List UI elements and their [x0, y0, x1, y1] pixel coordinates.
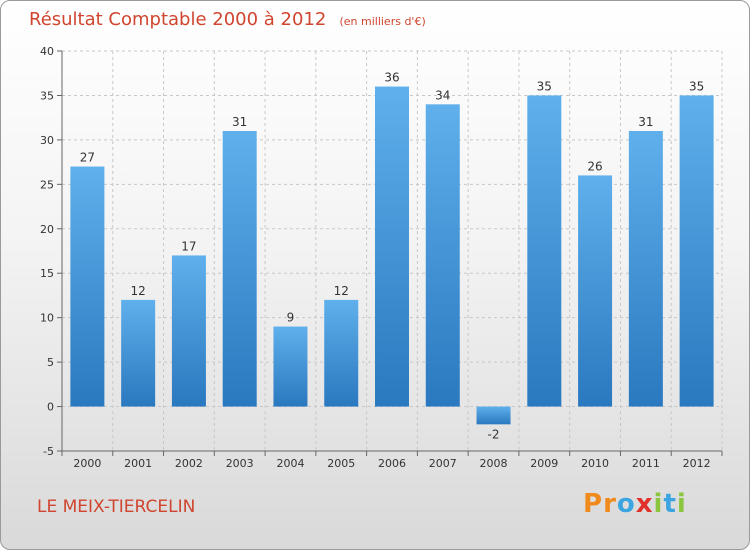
- data-label-2007: 34: [435, 88, 450, 102]
- y-tick-label: 10: [40, 312, 54, 325]
- y-tick-label: 5: [47, 356, 54, 369]
- data-label-2011: 31: [638, 115, 653, 129]
- bar-2009: [527, 95, 562, 407]
- logo-letter: o: [616, 489, 636, 519]
- x-tick-label-2006: 2006: [378, 457, 406, 470]
- bar-2001: [121, 299, 156, 407]
- bar-2007: [425, 104, 460, 407]
- x-tick-label-2011: 2011: [632, 457, 660, 470]
- logo-letter: i: [676, 489, 687, 519]
- y-tick-label: 35: [40, 89, 54, 102]
- data-label-2010: 26: [587, 159, 602, 173]
- x-tick-label-2008: 2008: [480, 457, 508, 470]
- chart-unit-label: (en milliers d'€): [339, 15, 426, 28]
- data-label-2000: 27: [80, 151, 95, 165]
- bar-2002: [171, 255, 206, 407]
- y-tick-label: 30: [40, 134, 54, 147]
- bar-2006: [375, 86, 409, 407]
- y-tick-label: 0: [47, 401, 54, 414]
- logo-letter: r: [603, 489, 617, 519]
- x-tick-label-2010: 2010: [581, 457, 609, 470]
- data-label-2012: 35: [689, 79, 704, 93]
- x-tick-label-2004: 2004: [276, 457, 304, 470]
- data-label-2005: 12: [334, 284, 349, 298]
- bar-2008: [476, 406, 511, 425]
- logo-letter: t: [663, 489, 677, 519]
- bar-2003: [222, 131, 257, 407]
- data-label-2003: 31: [232, 115, 247, 129]
- logo-letter: P: [583, 489, 604, 519]
- data-label-2008: -2: [488, 427, 500, 441]
- bar-2005: [324, 299, 359, 407]
- y-tick-label: 15: [40, 267, 54, 280]
- bar-2010: [578, 175, 613, 407]
- bar-2000: [70, 166, 105, 407]
- bar-2012: [679, 95, 714, 407]
- data-label-2009: 35: [537, 79, 552, 93]
- data-label-2002: 17: [181, 239, 196, 253]
- chart-title: Résultat Comptable 2000 à 2012: [29, 9, 327, 30]
- x-tick-label-2012: 2012: [683, 457, 711, 470]
- x-tick-label-2005: 2005: [327, 457, 355, 470]
- title-line: Résultat Comptable 2000 à 2012 (en milli…: [29, 9, 426, 30]
- logo-letter: x: [635, 489, 654, 519]
- x-tick-label-2000: 2000: [73, 457, 101, 470]
- y-tick-label: 25: [40, 178, 54, 191]
- x-tick-label-2003: 2003: [226, 457, 254, 470]
- data-label-2001: 12: [131, 284, 146, 298]
- x-tick-label-2009: 2009: [530, 457, 558, 470]
- label-layer: 27 12 17 31 9 12 36 34 -2 35 26 31 35: [80, 71, 705, 442]
- bar-2011: [628, 131, 663, 407]
- bar-layer: [70, 86, 714, 425]
- x-tick-label-2002: 2002: [175, 457, 203, 470]
- data-label-2006: 36: [384, 71, 399, 85]
- logo-letter: i: [653, 489, 664, 519]
- x-tick-label-2001: 2001: [124, 457, 152, 470]
- commune-name: LE MEIX-TIERCELIN: [37, 497, 196, 517]
- x-tick-label-2007: 2007: [429, 457, 457, 470]
- proxiti-logo: Proxiti: [583, 489, 687, 519]
- y-tick-label: 20: [40, 223, 54, 236]
- data-label-2004: 9: [287, 311, 295, 325]
- bar-2004: [273, 326, 308, 407]
- y-tick-label: -5: [43, 445, 54, 458]
- axis-layer: -5 0 5 10 15 20 25 30 35 40 2000 2001 2002 2003 2004 20…: [40, 45, 723, 470]
- y-tick-label: 40: [40, 45, 54, 58]
